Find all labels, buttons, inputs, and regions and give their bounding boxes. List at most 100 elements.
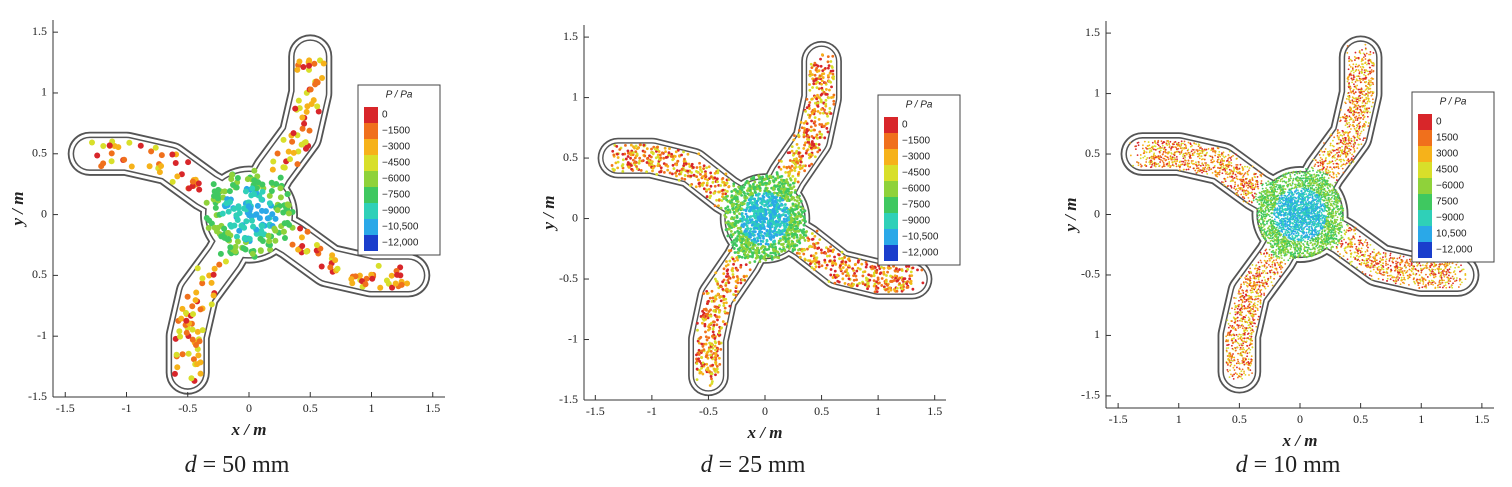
colorbar-label: 0	[382, 110, 388, 121]
particle	[846, 272, 850, 275]
particle	[812, 242, 815, 246]
particle	[786, 244, 790, 248]
particle	[266, 238, 273, 245]
particle	[769, 217, 773, 220]
particle	[645, 161, 649, 164]
particle	[121, 156, 128, 163]
y-tick-label: 0.5	[563, 150, 578, 164]
particle	[793, 244, 797, 248]
particle	[1242, 289, 1245, 292]
particle	[765, 174, 769, 177]
particle	[783, 210, 787, 214]
particle	[778, 180, 782, 184]
particle	[804, 164, 807, 168]
particles	[610, 53, 925, 387]
particle	[148, 148, 155, 155]
particle	[847, 274, 851, 277]
particle	[785, 178, 789, 182]
particle	[775, 191, 779, 195]
particle	[717, 310, 721, 314]
particle	[695, 362, 699, 365]
particle	[814, 265, 818, 269]
particle	[702, 307, 706, 311]
particle	[728, 259, 732, 263]
particle	[753, 190, 757, 194]
particle	[611, 149, 615, 153]
particle	[1367, 246, 1369, 249]
particle	[706, 178, 710, 182]
particle	[694, 185, 698, 189]
particle	[736, 281, 740, 285]
particle	[394, 271, 401, 278]
particle	[740, 207, 743, 211]
particle	[306, 62, 313, 69]
particle	[169, 151, 176, 158]
particle	[723, 306, 727, 310]
particle	[788, 166, 792, 170]
particle	[712, 351, 716, 355]
particle	[710, 377, 713, 381]
particle	[724, 228, 728, 232]
particle	[748, 268, 752, 272]
particle	[795, 236, 799, 239]
particle	[820, 251, 824, 255]
particle	[189, 183, 196, 190]
particle	[865, 278, 869, 282]
particle	[1246, 352, 1249, 355]
particle	[817, 69, 821, 73]
particle	[219, 210, 226, 217]
particle	[266, 192, 273, 199]
particle	[304, 228, 311, 235]
particle	[817, 265, 821, 269]
particle	[814, 68, 818, 72]
particle	[670, 152, 674, 156]
particle	[749, 235, 752, 239]
particle	[896, 279, 900, 282]
particle	[783, 181, 787, 185]
particle	[290, 130, 297, 137]
particle	[743, 199, 747, 203]
particle	[818, 74, 822, 78]
particle	[1294, 255, 1297, 257]
particle	[711, 330, 715, 334]
particle	[891, 276, 894, 279]
particle	[715, 306, 719, 310]
particle	[832, 99, 836, 103]
particle	[616, 166, 620, 170]
particle	[754, 248, 757, 252]
particle	[640, 159, 644, 163]
particle	[713, 295, 717, 299]
particle	[714, 360, 718, 364]
particle	[745, 179, 749, 183]
particle	[264, 215, 271, 222]
particle	[1224, 180, 1227, 183]
particle	[281, 164, 288, 171]
particle	[790, 168, 794, 172]
particle	[627, 165, 631, 169]
particle	[1237, 194, 1239, 197]
particle	[808, 114, 812, 117]
x-tick-label: -1	[647, 404, 657, 418]
particle	[713, 204, 717, 208]
particle	[829, 112, 833, 115]
particle	[750, 241, 753, 245]
particle	[702, 292, 706, 295]
particle	[701, 361, 705, 365]
particle	[747, 237, 751, 241]
particle	[723, 322, 727, 326]
particle	[717, 356, 721, 360]
particle	[665, 155, 669, 159]
particle	[808, 142, 812, 146]
particle	[783, 206, 786, 210]
particle	[664, 150, 667, 154]
particle	[211, 265, 218, 272]
particle	[776, 202, 780, 206]
particle	[1399, 263, 1402, 266]
particle	[315, 108, 322, 115]
particle	[1233, 359, 1236, 362]
particle	[1226, 176, 1229, 179]
particle	[713, 171, 717, 175]
particle	[698, 371, 702, 375]
particle	[229, 181, 236, 188]
particle	[764, 242, 768, 246]
